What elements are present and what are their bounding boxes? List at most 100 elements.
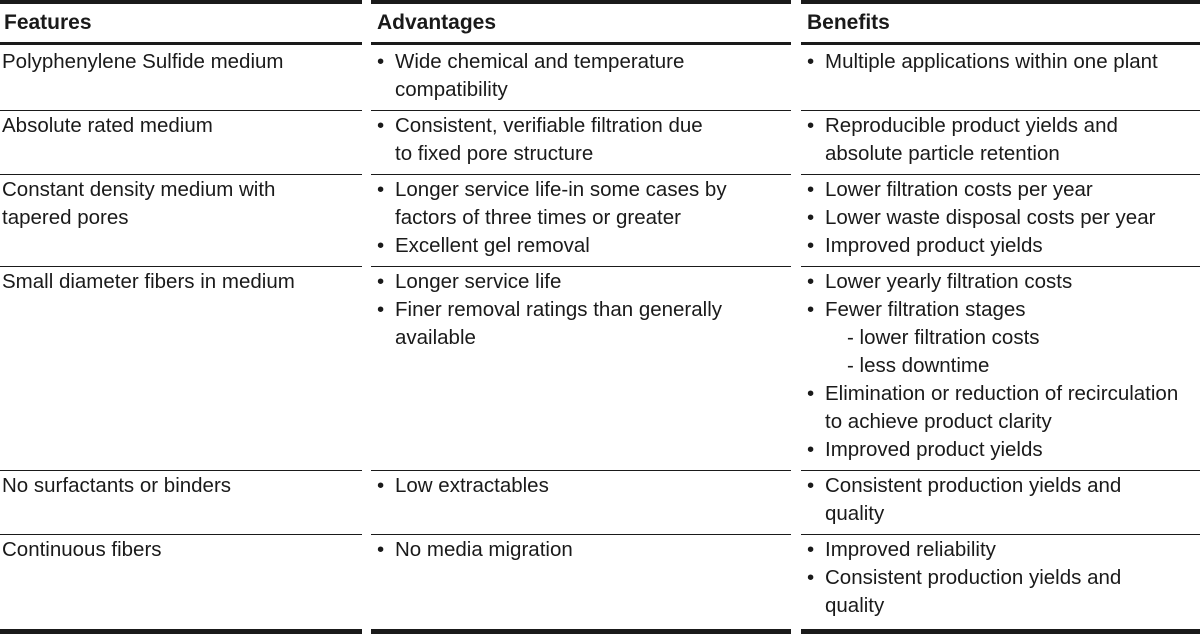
benefits-cell: Consistent production yields and quality (801, 470, 1200, 534)
bottom-rule (801, 629, 1200, 634)
benefits-cell: Lower filtration costs per year Lower wa… (801, 174, 1200, 266)
feature-text: tapered pores (2, 206, 129, 229)
bullet-text: quality (825, 594, 885, 617)
bullet-text: Wide chemical and temperature (395, 50, 685, 73)
feature-cell: Continuous fibers (0, 534, 362, 629)
row-divider (371, 110, 791, 111)
bullet-item: Fewer filtration stages (801, 296, 1200, 324)
bullet-text: compatibility (395, 78, 508, 101)
bullet-text: absolute particle retention (825, 142, 1060, 165)
bottom-rule (371, 629, 791, 634)
bullet-item: Finer removal ratings than generally ava… (371, 296, 791, 352)
row-divider (0, 266, 362, 267)
benefits-cell: Lower yearly filtration costs Fewer filt… (801, 266, 1200, 470)
bullet-text: Consistent production yields and (825, 566, 1122, 589)
row-divider (801, 110, 1200, 111)
bullet-item: Improved reliability (801, 536, 1200, 564)
header-rule (371, 42, 791, 45)
features-header: Features (4, 11, 92, 34)
bullet-text: to fixed pore structure (395, 142, 594, 165)
top-rule (801, 0, 1200, 4)
bullet-text: factors of three times or greater (395, 206, 681, 229)
bullet-text: Lower filtration costs per year (825, 178, 1093, 201)
feature-text: Polyphenylene Sulfide medium (2, 50, 284, 73)
top-rule (0, 0, 362, 4)
benefits-cell: Multiple applications within one plant (801, 46, 1200, 110)
benefits-column: Benefits Multiple applications within on… (801, 0, 1200, 634)
feature-text: Constant density medium with (2, 178, 276, 201)
bullet-item: Elimination or reduction of recirculatio… (801, 380, 1200, 436)
row-divider (801, 266, 1200, 267)
sub-item: - less downtime (847, 354, 990, 377)
bullet-text: Reproducible product yields and (825, 114, 1118, 137)
bullet-text: Excellent gel removal (395, 234, 590, 257)
bullet-text: available (395, 326, 476, 349)
bullet-item: Lower yearly filtration costs (801, 268, 1200, 296)
bullet-text: Improved reliability (825, 538, 996, 561)
benefits-cell: Improved reliability Consistent producti… (801, 534, 1200, 629)
bullet-item: No media migration (371, 536, 791, 564)
row-divider (371, 174, 791, 175)
feature-text: No surfactants or binders (2, 474, 232, 497)
benefits-header: Benefits (807, 11, 890, 34)
feature-cell: Polyphenylene Sulfide medium (0, 46, 362, 110)
advantages-column: Advantages Wide chemical and temperature… (371, 0, 791, 634)
bullet-item: Consistent production yields and quality (801, 472, 1200, 528)
bullet-item: Consistent production yields and quality (801, 564, 1200, 620)
feature-text: Absolute rated medium (2, 114, 213, 137)
bullet-item: Multiple applications within one plant (801, 48, 1200, 76)
bullet-text: Longer service life (395, 270, 562, 293)
header-rule (0, 42, 362, 45)
bullet-text: No media migration (395, 538, 573, 561)
bullet-item: Longer service life-in some cases by fac… (371, 176, 791, 232)
bullet-item: Improved product yields (801, 436, 1200, 464)
row-divider (371, 266, 791, 267)
bottom-rule (0, 629, 362, 634)
bullet-item: Low extractables (371, 472, 791, 500)
bullet-text: Finer removal ratings than generally (395, 298, 723, 321)
advantages-cell: Consistent, verifiable filtration due to… (371, 110, 791, 174)
bullet-item: Consistent, verifiable filtration due to… (371, 112, 791, 168)
row-divider (0, 174, 362, 175)
feature-cell: Small diameter fibers in medium (0, 266, 362, 470)
bullet-item: Lower waste disposal costs per year (801, 204, 1200, 232)
bullet-text: Fewer filtration stages (825, 298, 1026, 321)
sub-item: - lower filtration costs (847, 326, 1040, 349)
bullet-item: Longer service life (371, 268, 791, 296)
bullet-item: Wide chemical and temperature compatibil… (371, 48, 791, 104)
bullet-text: Improved product yields (825, 234, 1043, 257)
row-divider (801, 534, 1200, 535)
feature-cell: No surfactants or binders (0, 470, 362, 534)
row-divider (371, 534, 791, 535)
row-divider (371, 470, 791, 471)
advantages-cell: Longer service life-in some cases by fac… (371, 174, 791, 266)
bullet-text: Low extractables (395, 474, 549, 497)
top-rule (371, 0, 791, 4)
advantages-cell: Longer service life Finer removal rating… (371, 266, 791, 470)
header-rule (801, 42, 1200, 45)
advantages-cell: Wide chemical and temperature compatibil… (371, 46, 791, 110)
features-column: Features Polyphenylene Sulfide medium Ab… (0, 0, 362, 634)
bullet-item: Improved product yields (801, 232, 1200, 260)
row-divider (801, 470, 1200, 471)
bullet-text: to achieve product clarity (825, 410, 1052, 433)
advantages-cell: Low extractables (371, 470, 791, 534)
bullet-text: Consistent production yields and (825, 474, 1122, 497)
advantages-header: Advantages (377, 11, 497, 34)
bullet-text: Multiple applications within one plant (825, 50, 1158, 73)
bullet-text: Improved product yields (825, 438, 1043, 461)
benefits-cell: Reproducible product yields and absolute… (801, 110, 1200, 174)
feature-cell: Absolute rated medium (0, 110, 362, 174)
row-divider (801, 174, 1200, 175)
bullet-text: Lower waste disposal costs per year (825, 206, 1156, 229)
row-divider (0, 534, 362, 535)
row-divider (0, 110, 362, 111)
bullet-item: Excellent gel removal (371, 232, 791, 260)
row-divider (0, 470, 362, 471)
bullet-item: Reproducible product yields and absolute… (801, 112, 1200, 168)
bullet-text: Consistent, verifiable filtration due (395, 114, 703, 137)
bullet-item: Lower filtration costs per year (801, 176, 1200, 204)
advantages-cell: No media migration (371, 534, 791, 629)
feature-text: Continuous fibers (2, 538, 162, 561)
